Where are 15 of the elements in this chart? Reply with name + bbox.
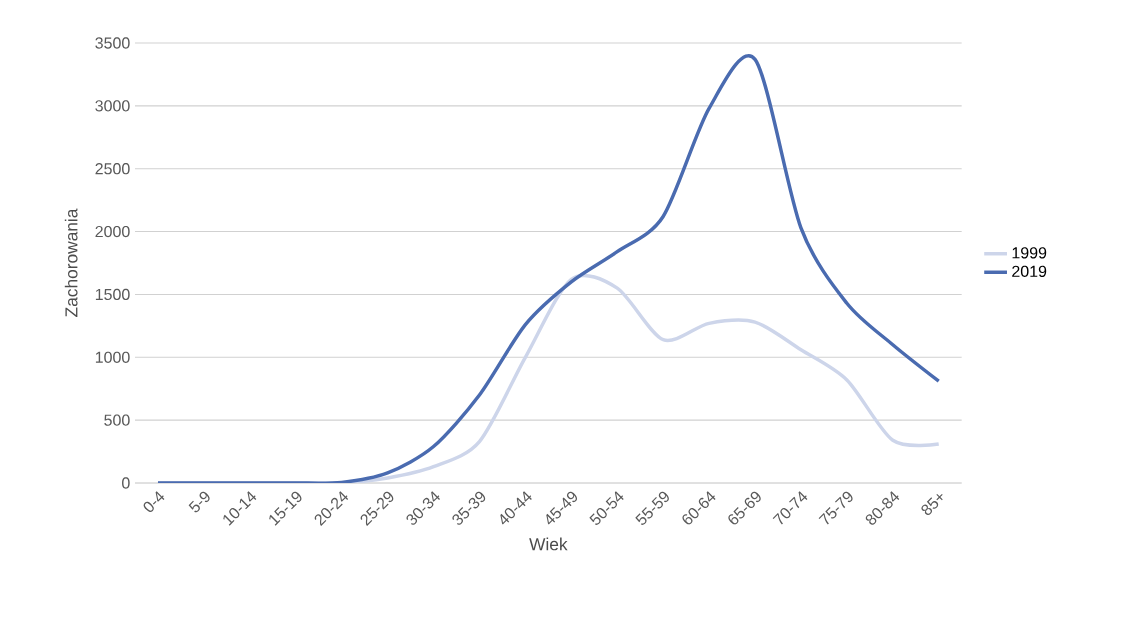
- y-tick-label: 1500: [95, 288, 130, 301]
- legend-label: 2019: [1012, 265, 1047, 277]
- x-tick-label: 5-9: [188, 491, 210, 513]
- x-axis-title: Wiek: [529, 537, 568, 551]
- legend-label: 1999: [1012, 247, 1047, 259]
- y-tick-label: 0: [122, 477, 130, 489]
- y-tick-label: 500: [104, 414, 130, 426]
- y-tick-label: 2500: [95, 163, 130, 175]
- y-tick-label: 3500: [95, 37, 130, 49]
- y-tick-label: 1000: [95, 351, 130, 363]
- x-tick-label: 0-4: [143, 491, 165, 512]
- y-tick-label: 2000: [95, 225, 130, 238]
- y-axis-title: Zachorowania: [64, 208, 78, 317]
- y-tick-label: 3000: [95, 100, 130, 112]
- x-tick-label: 85+: [921, 493, 943, 516]
